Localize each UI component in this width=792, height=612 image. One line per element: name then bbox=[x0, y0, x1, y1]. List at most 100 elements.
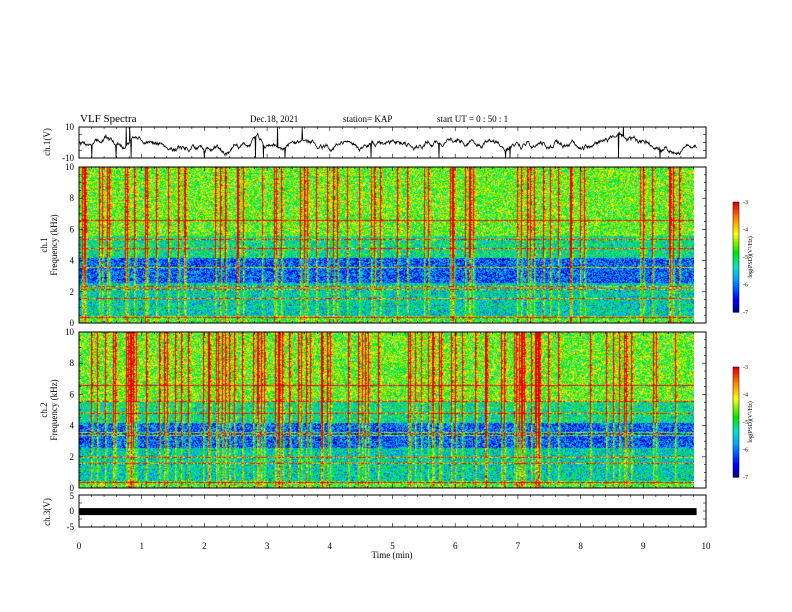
colorbar-segment bbox=[733, 462, 739, 465]
colorbar-segment bbox=[733, 471, 739, 474]
colorbar-segment bbox=[733, 407, 739, 410]
colorbar-segment bbox=[733, 367, 739, 370]
date-label: Dec.18, 2021 bbox=[250, 114, 298, 124]
ch2-frequency-ticks: 0 2 4 6 8 10 bbox=[65, 327, 706, 493]
ch1-colorbar: -3 -4 -5 -6 -7 log(PSD)(V²/Hz) bbox=[732, 200, 754, 316]
colorbar-segment bbox=[733, 260, 739, 264]
time-tick-label: 8 bbox=[578, 541, 583, 551]
colorbar-segment bbox=[733, 205, 739, 209]
colorbar-segment bbox=[733, 279, 739, 282]
freq-tick-label: 4 bbox=[70, 421, 75, 431]
colorbar-segment bbox=[733, 451, 739, 454]
colorbar-segment bbox=[733, 460, 739, 463]
colorbar-segment bbox=[733, 229, 739, 232]
ch1-ytick-top: 10 bbox=[65, 122, 75, 132]
colorbar-segment bbox=[733, 242, 739, 245]
start-time-label: start UT = 0 : 50 : 1 bbox=[437, 114, 508, 124]
colorbar-segment bbox=[733, 213, 739, 216]
ch2-spectrogram-ylabel-line2: Frequency (kHz) bbox=[49, 379, 59, 440]
colorbar-segment bbox=[733, 264, 739, 267]
colorbar-segment bbox=[733, 475, 739, 478]
colorbar-segment bbox=[733, 290, 739, 293]
colorbar-segment bbox=[733, 436, 739, 440]
colorbar-segment bbox=[733, 280, 739, 284]
ch2-spectrogram-panel: 0 2 4 6 8 10 ch.2 Frequency (kHz) bbox=[39, 327, 707, 493]
ch1-spectrogram-image bbox=[79, 167, 694, 323]
freq-tick-label: 8 bbox=[70, 193, 75, 203]
colorbar-segment bbox=[733, 227, 739, 231]
time-tick-label: 3 bbox=[265, 541, 270, 551]
colorbar-segment bbox=[733, 251, 739, 254]
ch3-signal-trace bbox=[79, 508, 697, 516]
colorbar-segment bbox=[733, 401, 739, 405]
colorbar-segment bbox=[733, 447, 739, 451]
colorbar-segment bbox=[733, 374, 739, 377]
colorbar-segment bbox=[733, 295, 739, 298]
colorbar-segment bbox=[733, 403, 739, 407]
colorbar-segment bbox=[733, 297, 739, 300]
colorbar-segment bbox=[733, 438, 739, 441]
colorbar-tick-label: -4 bbox=[743, 393, 748, 399]
colorbar-segment bbox=[733, 456, 739, 460]
time-tick-label: 4 bbox=[328, 541, 333, 551]
colorbar-segment bbox=[733, 464, 739, 467]
colorbar-segment bbox=[733, 247, 739, 251]
colorbar-segment bbox=[733, 306, 739, 309]
colorbar-segment bbox=[733, 387, 739, 390]
colorbar-frame bbox=[732, 201, 740, 313]
colorbar-segment bbox=[733, 381, 739, 385]
colorbar-segment bbox=[733, 411, 739, 414]
colorbar-segment bbox=[733, 473, 739, 476]
ch1-spectrogram-ylabel-line1: ch.1 bbox=[39, 237, 49, 252]
ch2-spectrogram-ylabel-line1: ch.2 bbox=[39, 402, 49, 417]
ch2-colorbar: -3 -4 -5 -6 -7 log(PSD)(V²/Hz) bbox=[732, 365, 754, 481]
freq-tick-label: 0 bbox=[70, 483, 75, 493]
colorbar-segment bbox=[733, 418, 739, 421]
colorbar-tick-label: -7 bbox=[743, 475, 748, 481]
ch1-waveform-ylabel: ch.1(V) bbox=[42, 128, 52, 156]
colorbar-tick-label: -6 bbox=[743, 283, 748, 289]
colorbar-segment bbox=[733, 396, 739, 399]
colorbar-segment bbox=[733, 449, 739, 452]
colorbar-segment bbox=[733, 216, 739, 220]
colorbar-segment bbox=[733, 209, 739, 212]
colorbar-segment bbox=[733, 370, 739, 374]
colorbar-segment bbox=[733, 203, 739, 207]
colorbar-segment bbox=[733, 268, 739, 271]
colorbar-segment bbox=[733, 390, 739, 394]
colorbar-tick-label: -3 bbox=[743, 365, 748, 371]
colorbar-segment bbox=[733, 466, 739, 469]
time-tick-label: 9 bbox=[641, 541, 646, 551]
colorbar-segment bbox=[733, 398, 739, 401]
colorbar-tick-label: -5 bbox=[743, 255, 748, 261]
colorbar-segment bbox=[733, 400, 739, 403]
ch3-ytick-top: 5 bbox=[70, 491, 75, 501]
colorbar-segment bbox=[733, 423, 739, 427]
colorbar-segment bbox=[733, 291, 739, 295]
station-label: station= KAP bbox=[343, 114, 392, 124]
colorbar-segment bbox=[733, 288, 739, 291]
colorbar-segment bbox=[733, 310, 739, 313]
freq-tick-label: 4 bbox=[70, 256, 75, 266]
colorbar-segment bbox=[733, 444, 739, 447]
colorbar-label: log(PSD)(V²/Hz) bbox=[747, 236, 754, 277]
colorbar-segment bbox=[733, 293, 739, 297]
colorbar-segment bbox=[733, 368, 739, 372]
colorbar-segment bbox=[733, 233, 739, 236]
time-tick-label: 10 bbox=[702, 541, 712, 551]
colorbar-segment bbox=[733, 207, 739, 210]
time-tick-label: 7 bbox=[516, 541, 521, 551]
colorbar-segment bbox=[733, 301, 739, 304]
colorbar-segment bbox=[733, 308, 739, 311]
time-tick-label: 5 bbox=[390, 541, 395, 551]
freq-tick-label: 6 bbox=[70, 389, 75, 399]
colorbar-segment bbox=[733, 262, 739, 265]
colorbar-segment bbox=[733, 202, 739, 205]
colorbar-segment bbox=[733, 378, 739, 381]
colorbar-segment bbox=[733, 379, 739, 383]
colorbar-segment bbox=[733, 434, 739, 438]
colorbar-segment bbox=[733, 422, 739, 425]
colorbar-segment bbox=[733, 299, 739, 302]
colorbar-segment bbox=[733, 255, 739, 258]
